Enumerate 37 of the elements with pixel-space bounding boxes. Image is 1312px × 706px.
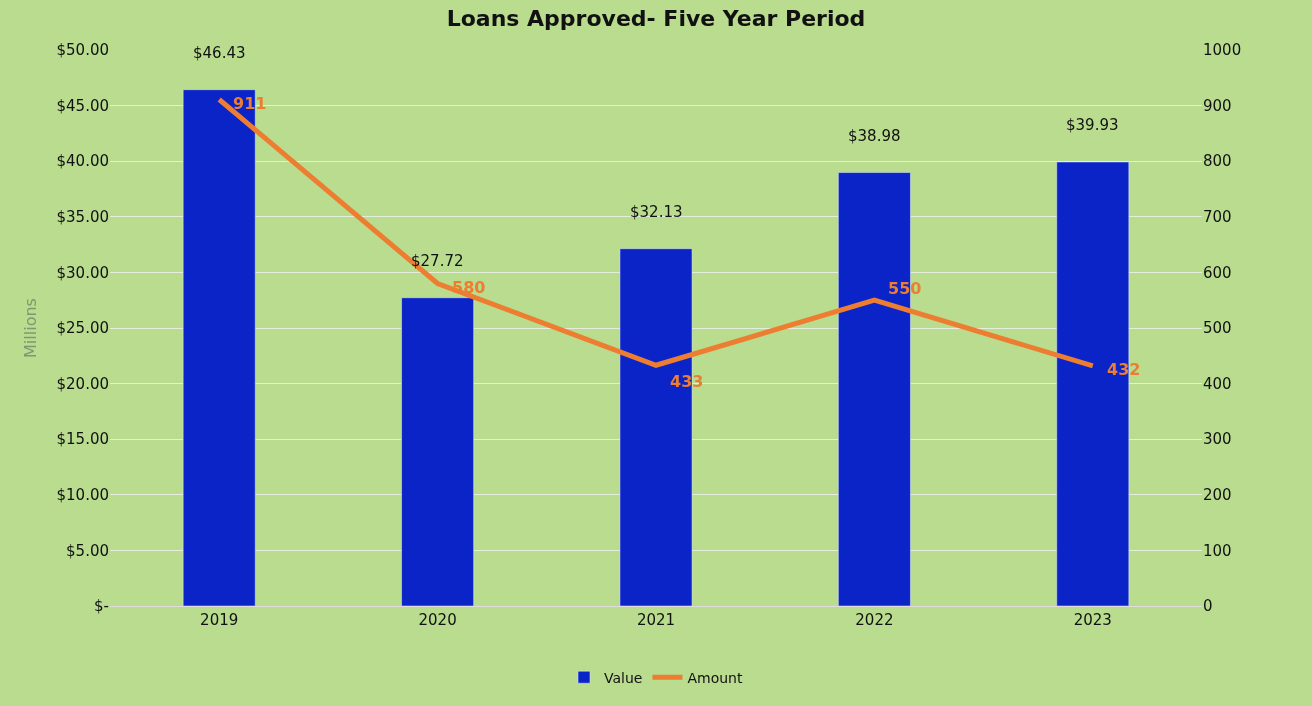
y-tick-label: $20.00 [56,374,109,393]
data-label: $39.93 [1066,116,1119,134]
x-tick-label: 2023 [1073,611,1112,629]
y-tick-label: $10.00 [56,486,109,505]
x-tick-label: 2020 [418,611,457,629]
x-tick-label: 2022 [855,611,894,629]
legend-label: Amount [687,669,743,686]
y-tick-label: $- [94,597,109,616]
y2-tick-label: 500 [1203,319,1232,338]
y2-tick-label: 600 [1203,263,1232,282]
bar [401,297,474,606]
y-tick-label: $40.00 [56,152,109,171]
y-tick-label: $30.00 [56,263,109,282]
y-tick-label: $15.00 [56,430,109,449]
data-label: $32.13 [630,203,683,221]
y2-tick-label: 800 [1203,152,1232,171]
y2-tick-label: 400 [1203,374,1232,393]
y2-tick-label: 200 [1203,486,1232,505]
y2-tick-label: 1000 [1203,41,1242,60]
data-label: $38.98 [848,127,901,145]
data-label: $46.43 [193,44,246,62]
y2-tick-label: 300 [1203,430,1232,449]
y2-tick-label: 900 [1203,96,1232,115]
legend-label: Value [604,669,643,686]
chart-title: Loans Approved- Five Year Period [446,5,866,31]
x-tick-label: 2021 [636,611,676,629]
y-tick-label: $35.00 [56,208,109,227]
y2-tick-label: 700 [1203,208,1232,227]
y-tick-label: $25.00 [56,319,109,338]
y-tick-label: $50.00 [56,41,109,60]
y-axis-title: Millions [21,298,41,358]
y-tick-label: $45.00 [56,96,109,115]
y2-tick-label: 100 [1203,541,1232,560]
y2-tick-label: 0 [1203,597,1213,616]
x-tick-label: 2019 [200,611,239,629]
data-label: $27.72 [411,252,464,270]
y-tick-label: $5.00 [66,541,109,560]
